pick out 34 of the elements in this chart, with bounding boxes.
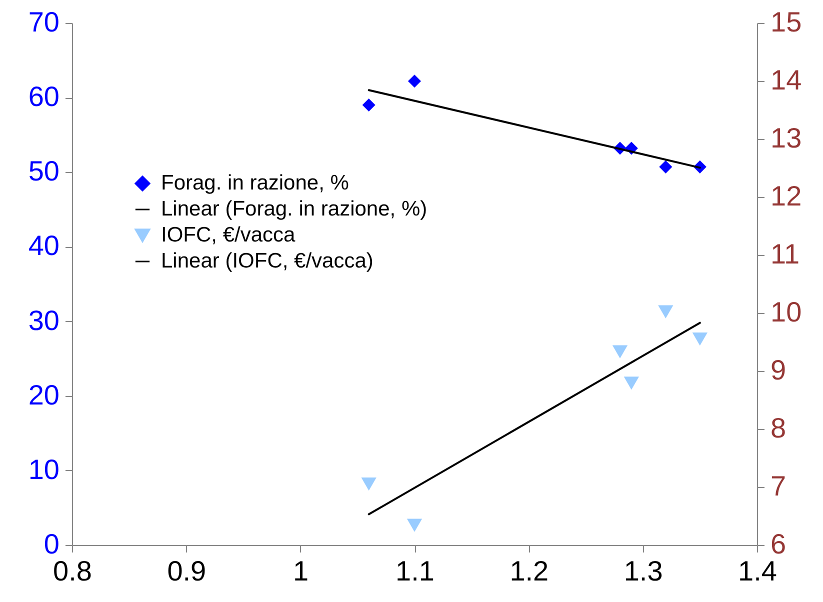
y-tick-label: 60 — [28, 81, 60, 112]
x-tick-label: 1 — [293, 556, 309, 586]
legend-label: Linear (IOFC, €/vacca) — [161, 250, 374, 272]
point — [362, 98, 376, 112]
y2-tick-label: 8 — [770, 412, 786, 444]
point — [406, 518, 422, 532]
y2-tick-label: 9 — [770, 354, 786, 386]
x-tick-label: 1.1 — [396, 556, 434, 586]
y-tick-label: 20 — [28, 379, 60, 410]
y-tick-label: 40 — [28, 230, 60, 262]
x-tick-label: 0.9 — [167, 556, 206, 586]
y-tick-label: 10 — [28, 454, 60, 485]
point — [612, 345, 628, 358]
x-tick-label: 1.3 — [624, 556, 663, 586]
legend-label: Linear (Forag. in razione, %) — [161, 198, 428, 220]
y-tick-label: 70 — [28, 6, 60, 38]
y2-tick-label: 12 — [770, 180, 802, 212]
point — [692, 332, 708, 346]
y2-tick-label: 11 — [770, 238, 800, 270]
y2-tick-label: 15 — [770, 6, 802, 38]
y2-tick-label: 7 — [770, 470, 786, 502]
point — [658, 305, 674, 318]
y2-tick-label: 14 — [770, 64, 802, 96]
legend-label: IOFC, €/vacca — [161, 224, 296, 246]
point — [361, 478, 376, 491]
point — [624, 376, 639, 390]
legend-label: Forag. in razione, % — [161, 172, 349, 194]
y2-tick-label: 13 — [770, 122, 802, 154]
y-tick-label: 30 — [28, 304, 60, 336]
y2-tick-label: 10 — [770, 296, 802, 328]
point — [659, 160, 672, 174]
x-tick-label: 1.2 — [510, 556, 549, 586]
point — [408, 74, 422, 88]
y-tick-label: 50 — [28, 156, 60, 187]
